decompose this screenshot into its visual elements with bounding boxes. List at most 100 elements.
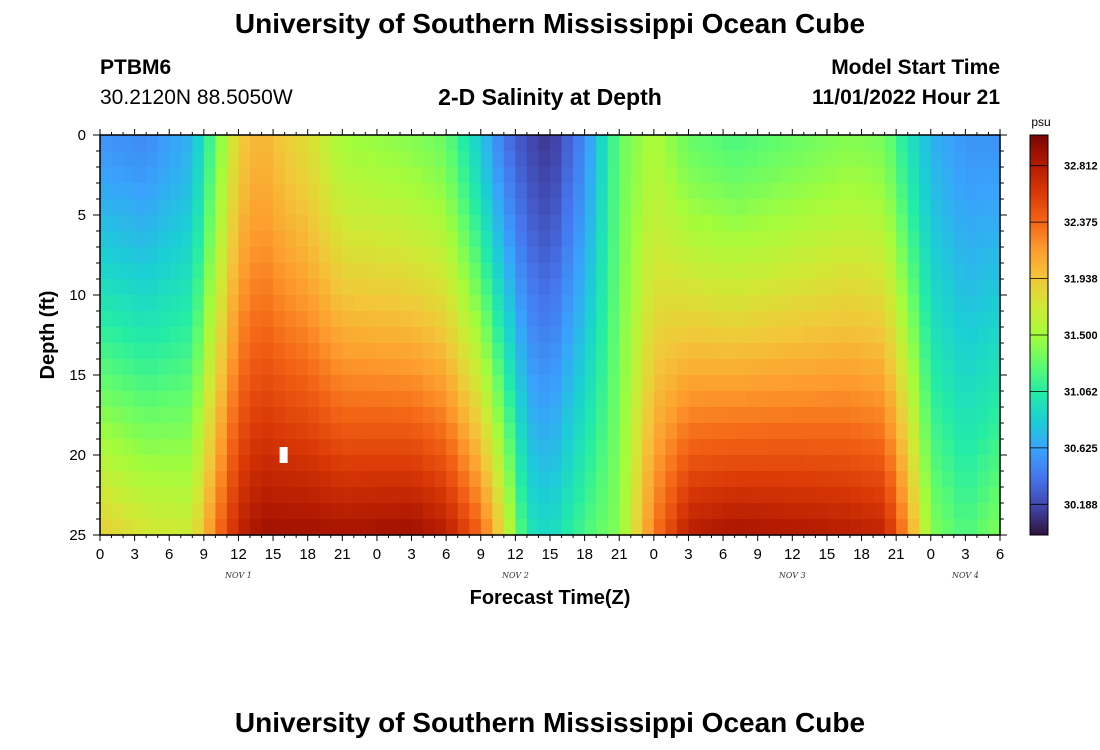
heatmap-cell bbox=[826, 327, 840, 344]
heatmap-cell bbox=[873, 215, 886, 232]
heatmap-cell bbox=[411, 231, 424, 248]
heatmap-cell bbox=[238, 487, 251, 504]
heatmap-cell bbox=[953, 263, 966, 280]
heatmap-cell bbox=[250, 359, 263, 376]
heatmap-cell bbox=[584, 199, 597, 216]
heatmap-cell bbox=[700, 279, 713, 296]
heatmap-cell bbox=[515, 519, 528, 536]
heatmap-cell bbox=[826, 359, 840, 376]
heatmap-cell bbox=[896, 231, 909, 248]
heatmap-cell bbox=[307, 503, 320, 520]
colorbar-label: 31.500 bbox=[1064, 330, 1098, 342]
heatmap-cell bbox=[250, 151, 263, 168]
heatmap-cell bbox=[434, 519, 447, 536]
heatmap-cell bbox=[561, 151, 574, 168]
heatmap-cell bbox=[884, 327, 897, 344]
heatmap-cell bbox=[238, 343, 251, 360]
heatmap-cell bbox=[907, 423, 920, 440]
heatmap-cell bbox=[469, 247, 482, 264]
heatmap-cell bbox=[573, 231, 586, 248]
x-axis-ticks: 0 3 6 9 12 15 18 21 0 3 6 9 12 15 18 21 0 3 6 9 12 15 18 21 0 3 6 bbox=[96, 129, 1004, 563]
heatmap-cell bbox=[642, 471, 655, 488]
heatmap-cell bbox=[711, 183, 724, 200]
heatmap-cell bbox=[815, 455, 828, 472]
heatmap-cell bbox=[584, 231, 597, 248]
heatmap-cell bbox=[850, 167, 863, 184]
heatmap-cell bbox=[215, 199, 228, 216]
heatmap-cell bbox=[642, 167, 655, 184]
heatmap-cell bbox=[873, 199, 886, 216]
heatmap-cell bbox=[619, 359, 632, 376]
heatmap-cell bbox=[469, 375, 482, 392]
heatmap-cell bbox=[492, 487, 505, 504]
heatmap-cell bbox=[526, 327, 540, 344]
heatmap-cell bbox=[100, 295, 113, 312]
heatmap-cell bbox=[157, 247, 170, 264]
heatmap-cell bbox=[942, 503, 955, 520]
heatmap-cell bbox=[376, 391, 390, 408]
heatmap-cell bbox=[365, 503, 378, 520]
heatmap-cell bbox=[953, 455, 966, 472]
heatmap-cell bbox=[550, 231, 563, 248]
heatmap-cell bbox=[388, 295, 401, 312]
heatmap-cell bbox=[319, 327, 332, 344]
heatmap-cell bbox=[376, 423, 390, 440]
heatmap-cell bbox=[123, 167, 136, 184]
heatmap-cell bbox=[676, 199, 690, 216]
heatmap-cell bbox=[365, 455, 378, 472]
heatmap-cell bbox=[630, 503, 643, 520]
heatmap-cell bbox=[746, 343, 759, 360]
heatmap-cell bbox=[503, 135, 516, 152]
heatmap-cell bbox=[803, 439, 816, 456]
heatmap-cell bbox=[688, 375, 701, 392]
heatmap-cell bbox=[423, 199, 436, 216]
heatmap-cell bbox=[169, 263, 182, 280]
heatmap-cell bbox=[803, 503, 816, 520]
heatmap-cell bbox=[526, 135, 540, 152]
heatmap-cell bbox=[180, 167, 193, 184]
heatmap-cell bbox=[492, 279, 505, 296]
heatmap-cell bbox=[457, 359, 470, 376]
heatmap-cell bbox=[780, 503, 793, 520]
heatmap-cell bbox=[411, 503, 424, 520]
heatmap-cell bbox=[584, 423, 597, 440]
heatmap-cell bbox=[930, 455, 943, 472]
heatmap-cell bbox=[769, 503, 782, 520]
heatmap-cell bbox=[180, 295, 193, 312]
heatmap-cell bbox=[688, 391, 701, 408]
heatmap-cell bbox=[815, 519, 828, 536]
heatmap-cell bbox=[550, 359, 563, 376]
heatmap-cell bbox=[942, 215, 955, 232]
heatmap-cell bbox=[169, 183, 182, 200]
heatmap-cell bbox=[746, 455, 759, 472]
heatmap-cell bbox=[769, 295, 782, 312]
heatmap-cell bbox=[596, 151, 609, 168]
x-tick-label: 18 bbox=[299, 546, 316, 563]
heatmap-cell bbox=[850, 183, 863, 200]
heatmap-cell bbox=[919, 375, 932, 392]
heatmap-cell bbox=[584, 503, 597, 520]
heatmap-cell bbox=[123, 135, 136, 152]
heatmap-cell bbox=[723, 151, 736, 168]
heatmap-cell bbox=[769, 439, 782, 456]
heatmap-cell bbox=[146, 231, 159, 248]
heatmap-cell bbox=[123, 503, 136, 520]
heatmap-cell bbox=[838, 247, 851, 264]
heatmap-cell bbox=[469, 295, 482, 312]
heatmap-cell bbox=[930, 439, 943, 456]
heatmap-cell bbox=[400, 455, 413, 472]
heatmap-cell bbox=[607, 295, 620, 312]
heatmap-cell bbox=[538, 343, 551, 360]
heatmap-cell bbox=[665, 295, 678, 312]
heatmap-cell bbox=[700, 391, 713, 408]
heatmap-cell bbox=[573, 519, 586, 536]
heatmap-cell bbox=[607, 135, 620, 152]
heatmap-cell bbox=[815, 151, 828, 168]
heatmap-cell bbox=[561, 487, 574, 504]
heatmap-cell bbox=[803, 215, 816, 232]
heatmap-cell bbox=[919, 503, 932, 520]
heatmap-cell bbox=[296, 471, 309, 488]
heatmap-cell bbox=[446, 279, 459, 296]
heatmap-cell bbox=[526, 263, 540, 280]
heatmap-cell bbox=[630, 295, 643, 312]
